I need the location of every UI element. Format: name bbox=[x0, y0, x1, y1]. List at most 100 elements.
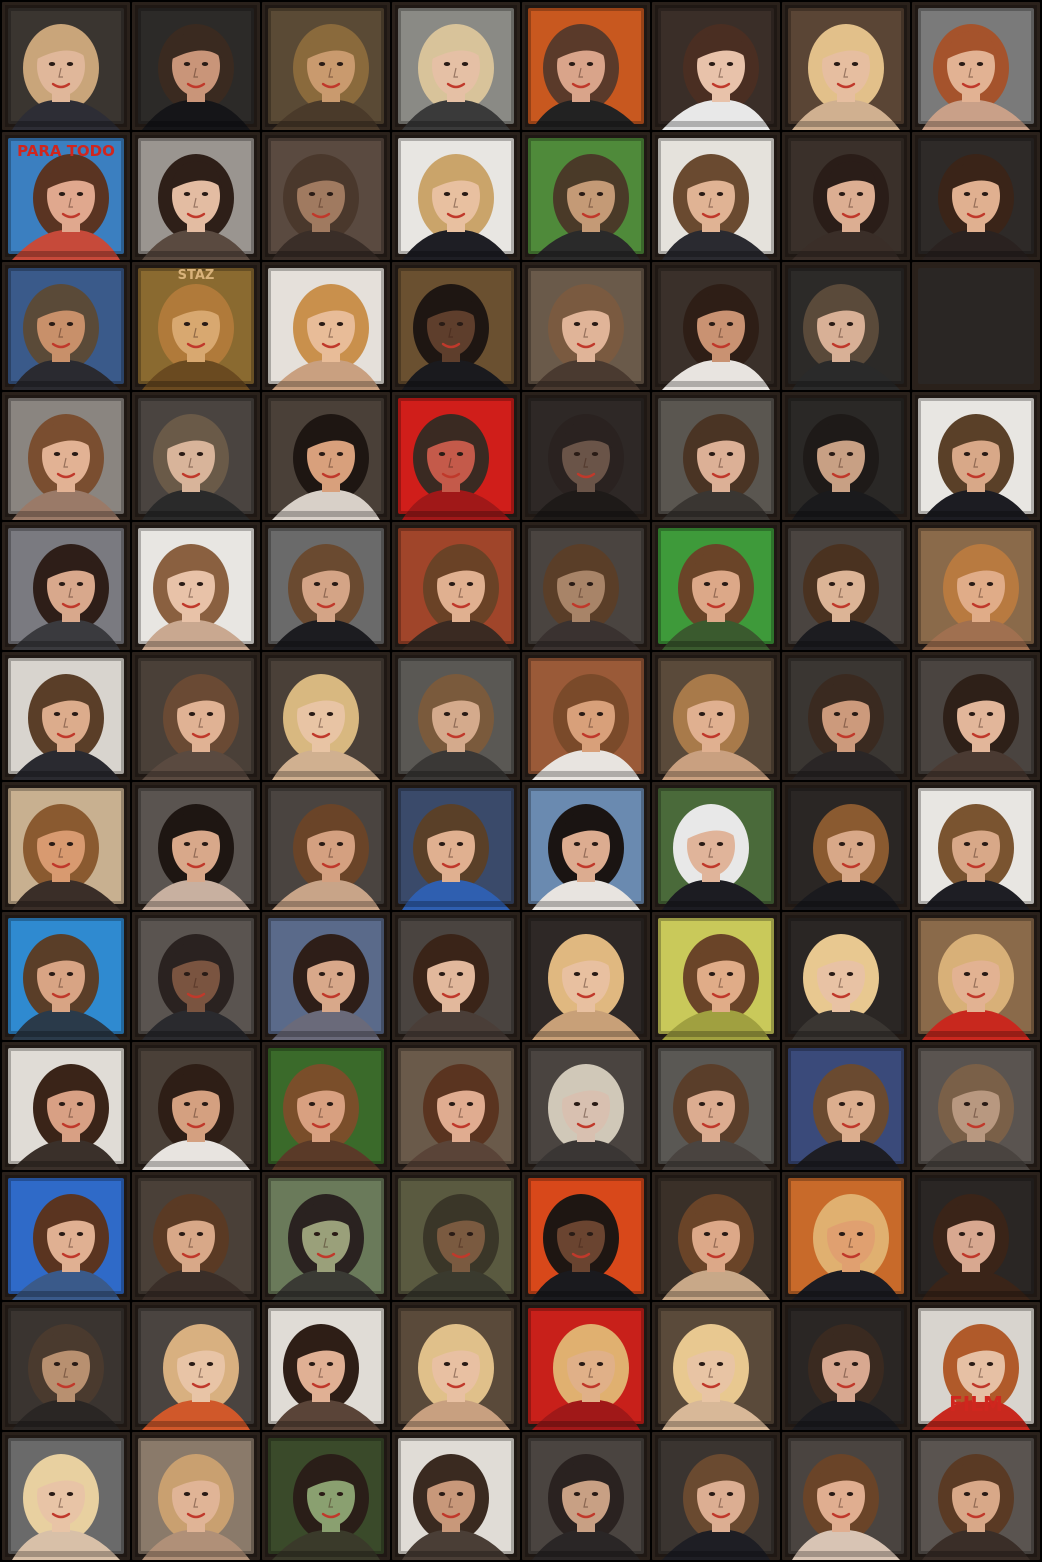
face-image bbox=[652, 652, 780, 780]
face-image bbox=[782, 1172, 910, 1300]
face-image bbox=[262, 912, 390, 1040]
face-image bbox=[132, 1302, 260, 1430]
face-image bbox=[392, 262, 520, 390]
face-tile bbox=[522, 782, 650, 910]
face-image bbox=[2, 522, 130, 650]
face-image bbox=[392, 652, 520, 780]
face-tile bbox=[912, 782, 1040, 910]
face-tile bbox=[782, 522, 910, 650]
face-tile bbox=[522, 1302, 650, 1430]
face-image bbox=[652, 132, 780, 260]
face-tile bbox=[132, 132, 260, 260]
face-tile bbox=[522, 392, 650, 520]
face-image bbox=[782, 132, 910, 260]
face-tile bbox=[782, 912, 910, 1040]
face-tile bbox=[262, 1302, 390, 1430]
face-image bbox=[2, 652, 130, 780]
face-tile bbox=[522, 1042, 650, 1170]
face-image bbox=[652, 262, 780, 390]
face-image bbox=[652, 392, 780, 520]
face-image bbox=[392, 782, 520, 910]
face-image bbox=[262, 132, 390, 260]
face-tile bbox=[2, 2, 130, 130]
face-image bbox=[2, 392, 130, 520]
face-image bbox=[652, 2, 780, 130]
face-image bbox=[782, 912, 910, 1040]
face-tile bbox=[652, 912, 780, 1040]
face-image bbox=[782, 652, 910, 780]
face-image bbox=[912, 652, 1040, 780]
face-tile bbox=[392, 912, 520, 1040]
face-tile bbox=[522, 652, 650, 780]
face-tile bbox=[2, 782, 130, 910]
face-image bbox=[912, 2, 1040, 130]
face-image bbox=[912, 1302, 1040, 1430]
face-image bbox=[262, 1172, 390, 1300]
face-image bbox=[522, 262, 650, 390]
face-image bbox=[262, 782, 390, 910]
face-tile bbox=[132, 1042, 260, 1170]
face-tile bbox=[782, 392, 910, 520]
face-tile bbox=[912, 2, 1040, 130]
face-image bbox=[652, 1302, 780, 1430]
face-tile bbox=[2, 912, 130, 1040]
face-tile bbox=[132, 392, 260, 520]
face-tile bbox=[392, 782, 520, 910]
face-image bbox=[912, 522, 1040, 650]
face-tile bbox=[2, 1302, 130, 1430]
face-tile bbox=[782, 1432, 910, 1560]
face-tile bbox=[912, 1042, 1040, 1170]
face-tile bbox=[262, 2, 390, 130]
face-image bbox=[912, 132, 1040, 260]
face-tile bbox=[912, 652, 1040, 780]
face-image bbox=[522, 392, 650, 520]
face-tile bbox=[2, 1432, 130, 1560]
face-tile bbox=[132, 652, 260, 780]
face-image bbox=[262, 2, 390, 130]
face-tile bbox=[262, 652, 390, 780]
face-image bbox=[132, 132, 260, 260]
face-tile bbox=[912, 132, 1040, 260]
face-tile bbox=[522, 522, 650, 650]
face-tile bbox=[262, 262, 390, 390]
face-image bbox=[912, 912, 1040, 1040]
face-image bbox=[132, 2, 260, 130]
face-tile bbox=[652, 1042, 780, 1170]
face-image bbox=[392, 522, 520, 650]
face-tile bbox=[652, 1172, 780, 1300]
face-image bbox=[262, 262, 390, 390]
face-tile bbox=[522, 1172, 650, 1300]
face-image bbox=[652, 1042, 780, 1170]
face-image bbox=[2, 912, 130, 1040]
face-tile bbox=[912, 262, 1040, 390]
face-tile bbox=[782, 2, 910, 130]
face-tile bbox=[782, 1172, 910, 1300]
face-tile bbox=[782, 652, 910, 780]
face-image bbox=[912, 1172, 1040, 1300]
face-tile bbox=[652, 782, 780, 910]
face-tile bbox=[132, 522, 260, 650]
face-image bbox=[2, 2, 130, 130]
face-tile bbox=[262, 1042, 390, 1170]
face-image bbox=[262, 1432, 390, 1560]
face-image bbox=[132, 1042, 260, 1170]
face-tile bbox=[392, 132, 520, 260]
face-image bbox=[2, 1302, 130, 1430]
face-image bbox=[262, 522, 390, 650]
face-image bbox=[782, 782, 910, 910]
face-image bbox=[392, 912, 520, 1040]
face-image bbox=[132, 1432, 260, 1560]
face-tile bbox=[262, 522, 390, 650]
face-tile bbox=[782, 132, 910, 260]
face-tile bbox=[652, 652, 780, 780]
face-image bbox=[132, 392, 260, 520]
face-image bbox=[522, 1432, 650, 1560]
face-tile bbox=[522, 2, 650, 130]
face-image bbox=[782, 522, 910, 650]
face-tile bbox=[652, 262, 780, 390]
face-image bbox=[2, 1172, 130, 1300]
face-tile: PARA TODO bbox=[2, 132, 130, 260]
face-tile bbox=[912, 912, 1040, 1040]
face-image bbox=[782, 1042, 910, 1170]
